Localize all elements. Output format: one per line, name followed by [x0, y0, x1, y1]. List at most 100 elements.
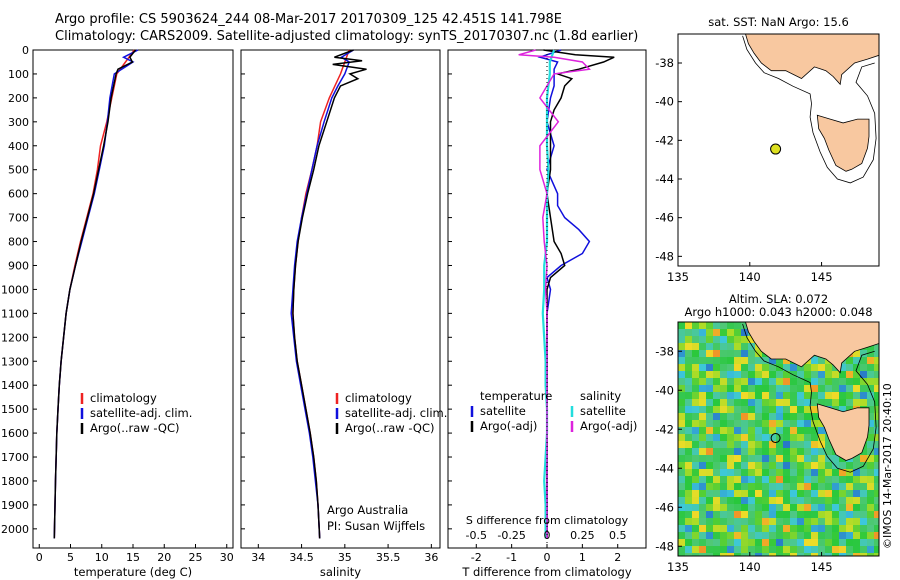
sla-cell	[825, 497, 833, 505]
sla-cell	[748, 525, 756, 533]
sla-cell	[741, 378, 749, 386]
sla-cell	[706, 329, 714, 337]
sla-cell	[734, 322, 742, 330]
map-y-tick-label: -38	[655, 344, 674, 358]
sla-cell	[811, 532, 819, 540]
sla-cell	[797, 546, 805, 554]
sla-cell	[839, 483, 847, 491]
sla-cell	[755, 525, 763, 533]
sla-cell	[755, 497, 763, 505]
sla-cell	[874, 448, 879, 456]
sla-cell	[699, 322, 707, 330]
sla-cell	[678, 483, 686, 491]
sla-cell	[727, 420, 735, 428]
sla-cell	[734, 483, 742, 491]
sla-cell	[769, 448, 777, 456]
sla-cell	[790, 413, 798, 421]
map-x-tick-label: 145	[811, 270, 833, 284]
sla-cell	[874, 518, 879, 526]
sla-cell	[678, 413, 686, 421]
sla-cell	[692, 420, 700, 428]
sla-cell	[839, 525, 847, 533]
y-tick-label: 1100	[1, 307, 29, 320]
sla-cell	[699, 413, 707, 421]
copyright-label: ©IMOS 14-Mar-2017 20:40:10	[881, 383, 894, 549]
sla-cell	[762, 385, 770, 393]
sla-cell	[762, 504, 770, 512]
map-y-tick-label: -38	[655, 56, 674, 70]
sla-cell	[860, 392, 868, 400]
sla-cell	[699, 455, 707, 463]
sla-cell	[874, 525, 879, 533]
legend-label: temperature	[480, 389, 552, 403]
sla-cell	[839, 539, 847, 547]
sla-cell	[860, 483, 868, 491]
sla-cell	[713, 322, 721, 330]
sla-cell	[741, 420, 749, 428]
sla-cell	[734, 490, 742, 498]
sla-cell	[874, 343, 879, 351]
sla-cell	[804, 532, 812, 540]
sla-cell	[776, 511, 784, 519]
sla-cell	[790, 427, 798, 435]
sla-cell	[839, 399, 847, 407]
sla-cell	[846, 476, 854, 484]
sla-cell	[748, 434, 756, 442]
sla-cell	[874, 399, 879, 407]
x-tick-label: 34.5	[289, 551, 314, 564]
sla-cell	[874, 462, 879, 470]
sla-cell	[706, 511, 714, 519]
sla-cell	[734, 546, 742, 554]
sla-cell	[797, 385, 805, 393]
sla-cell	[734, 511, 742, 519]
sla-cell	[867, 476, 875, 484]
sla-cell	[811, 413, 819, 421]
sla-cell	[706, 462, 714, 470]
sla-cell	[720, 490, 728, 498]
sla-cell	[790, 504, 798, 512]
sla-cell	[832, 385, 840, 393]
sla-cell	[867, 392, 875, 400]
sla-cell	[853, 525, 861, 533]
sla-cell	[804, 476, 812, 484]
sla-cell	[804, 420, 812, 428]
sla-cell	[853, 378, 861, 386]
sla-cell	[874, 371, 879, 379]
sla-cell	[874, 490, 879, 498]
sla-cell	[727, 343, 735, 351]
sla-cell	[867, 378, 875, 386]
title-line-2: Climatology: CARS2009. Satellite-adjuste…	[55, 29, 639, 44]
sla-cell	[720, 350, 728, 358]
sla-cell	[706, 469, 714, 477]
sla-cell	[811, 525, 819, 533]
y-tick-label: 900	[8, 259, 29, 272]
sla-cell	[818, 448, 826, 456]
sla-cell	[867, 448, 875, 456]
sla-cell	[825, 518, 833, 526]
sla-cell	[853, 392, 861, 400]
sla-cell	[797, 364, 805, 372]
sla-cell	[685, 497, 693, 505]
sla-cell	[839, 392, 847, 400]
sla-cell	[678, 518, 686, 526]
sla-cell	[846, 497, 854, 505]
sla-cell	[783, 490, 791, 498]
sla-cell	[797, 406, 805, 414]
map-title: Altim. SLA: 0.072	[729, 292, 828, 306]
sla-cell	[825, 504, 833, 512]
sla-cell	[825, 553, 833, 556]
sla-cell	[734, 392, 742, 400]
sla-cell	[783, 420, 791, 428]
sla-cell	[797, 518, 805, 526]
sla-cell	[769, 553, 777, 556]
sla-cell	[720, 546, 728, 554]
sla-cell	[706, 378, 714, 386]
sla-cell	[741, 448, 749, 456]
sla-cell	[706, 336, 714, 344]
sla-cell	[755, 420, 763, 428]
sla-cell	[797, 532, 805, 540]
sla-cell	[804, 539, 812, 547]
sla-cell	[804, 399, 812, 407]
sla-cell	[685, 469, 693, 477]
sla-cell	[706, 343, 714, 351]
